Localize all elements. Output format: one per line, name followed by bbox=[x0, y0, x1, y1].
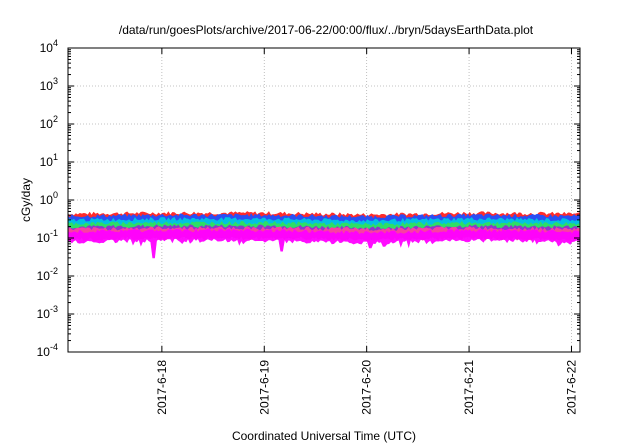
chart-title: /data/run/goesPlots/archive/2017-06-22/0… bbox=[119, 23, 534, 37]
y-axis-ticks: 10-4 10-3 10-2 10-1 100 101 102 103 104 bbox=[37, 38, 580, 359]
x-axis-ticks: 2017-6-18 2017-6-19 2017-6-20 2017-6-21 2017… bbox=[155, 48, 578, 415]
grid bbox=[68, 48, 580, 352]
x-tick-label: 2017-6-22 bbox=[564, 360, 578, 415]
y-tick-label: 104 bbox=[40, 38, 58, 55]
y-tick-label: 10-4 bbox=[37, 342, 58, 359]
x-tick-label: 2017-6-19 bbox=[257, 360, 271, 415]
y-tick-label: 10-2 bbox=[37, 266, 58, 283]
x-tick-label: 2017-6-18 bbox=[155, 360, 169, 415]
plot-frame bbox=[67, 47, 581, 353]
x-tick-label: 2017-6-20 bbox=[360, 360, 374, 415]
y-tick-label: 100 bbox=[40, 190, 58, 207]
x-tick-label: 2017-6-21 bbox=[462, 360, 476, 415]
y-axis-label: cGy/day bbox=[19, 178, 33, 222]
y-tick-label: 102 bbox=[40, 114, 58, 131]
y-tick-label: 10-3 bbox=[37, 304, 58, 321]
data-series bbox=[67, 211, 581, 259]
y-tick-label: 10-1 bbox=[37, 228, 58, 245]
y-tick-label: 103 bbox=[40, 76, 58, 93]
series-band bbox=[67, 228, 581, 259]
y-tick-label: 101 bbox=[40, 152, 58, 169]
x-axis-label: Coordinated Universal Time (UTC) bbox=[232, 429, 416, 443]
